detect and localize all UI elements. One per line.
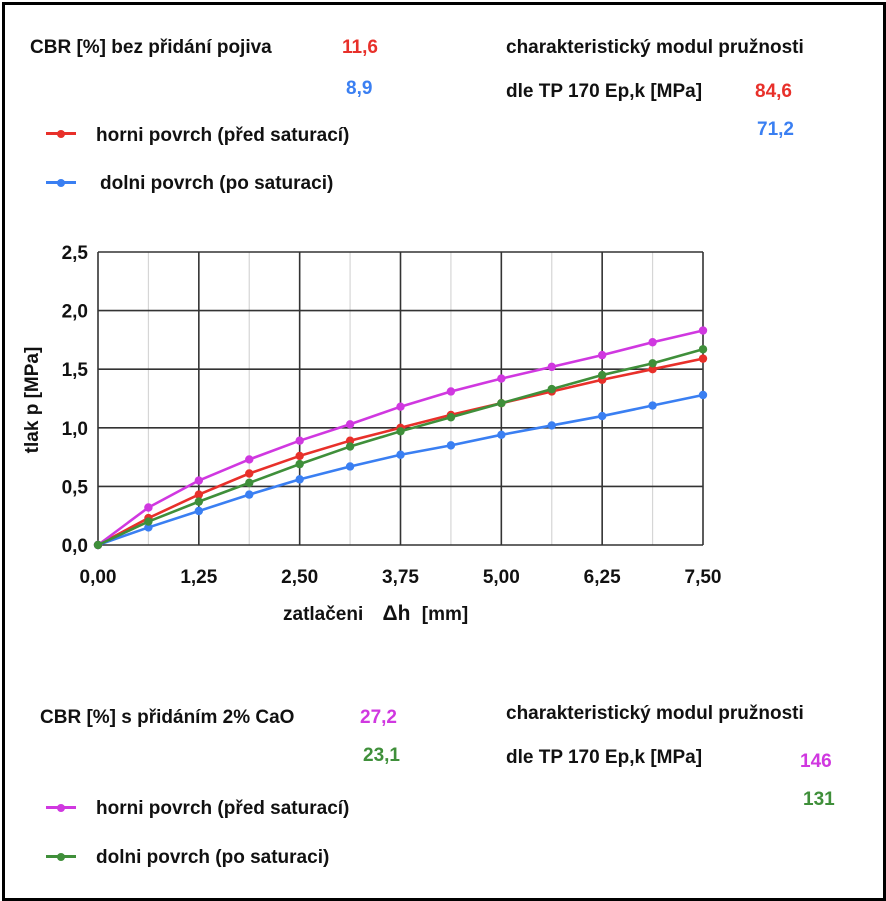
x-tick-label: 0,00 [80, 567, 117, 588]
cbr-label-top: CBR [%] bez přidání pojiva [30, 37, 272, 58]
y-tick-label: 0,0 [62, 536, 88, 557]
series-3-point [597, 370, 607, 380]
modul-label-bottom-line1: charakteristický modul pružnosti [506, 703, 804, 724]
series-0-point [648, 365, 657, 374]
series-1-point [597, 411, 607, 421]
series-2-point [194, 476, 204, 485]
modul-label-top-line1: charakteristický modul pružnosti [506, 37, 804, 58]
legend-label-magenta: horni povrch (před saturací) [96, 798, 350, 819]
y-axis-label: tlak p [MPa] [22, 347, 43, 454]
modul-value-bottom-green: 131 [803, 789, 835, 810]
cbr-value-bottom-magenta: 27,2 [360, 707, 397, 728]
legend-label-red: horni povrch (před saturací) [96, 125, 350, 146]
series-3-point [194, 497, 204, 506]
y-tick-label: 1,5 [62, 360, 89, 381]
series-3-point [446, 413, 456, 422]
chart-ticks: 0,00 1,25 2,50 3,75 5,00 6,25 7,50 0,0 0,5 1,0 1,5… [62, 243, 722, 588]
series-3-point [396, 427, 405, 436]
legend-label-green: dolni povrch (po saturaci) [96, 847, 330, 868]
series-3-point [648, 359, 657, 368]
series-2-point [245, 455, 254, 464]
series-3-point [698, 345, 708, 354]
series-2-point [446, 387, 456, 396]
series-1-point [446, 441, 456, 450]
series-2-point [396, 402, 405, 411]
cbr-value-bottom-green: 23,1 [363, 745, 400, 766]
modul-label-bottom-line2: dle TP 170 Ep,k [MPa] [506, 747, 703, 768]
x-tick-label: 7,50 [685, 567, 722, 588]
y-tick-label: 1,0 [62, 419, 88, 440]
cbr-value-top-red: 11,6 [342, 37, 378, 58]
series-3-point [497, 398, 506, 408]
series-2-point [547, 362, 556, 372]
series-1-point [295, 475, 304, 484]
series-2-point [144, 503, 153, 512]
series-2-point [698, 326, 708, 335]
legend-label-blue: dolni povrch (po saturaci) [100, 173, 334, 194]
x-tick-label: 6,25 [584, 567, 621, 588]
legend-marker-magenta [57, 804, 65, 812]
x-tick-label: 3,75 [382, 567, 419, 588]
series-1-point [345, 462, 355, 471]
series-1-point [245, 490, 254, 499]
chart-series [93, 326, 708, 550]
x-tick-label: 2,50 [281, 567, 318, 588]
legend-marker-green [57, 853, 65, 861]
x-tick-label: 1,25 [180, 567, 217, 588]
series-2-point [345, 420, 355, 429]
x-axis-label-unit: [mm] [422, 604, 468, 625]
x-axis-label-symbol: Δh [383, 602, 411, 625]
y-tick-label: 2,5 [62, 243, 89, 264]
series-2-point [295, 436, 304, 445]
series-1-point [497, 430, 506, 440]
series-3-point [245, 478, 254, 488]
y-tick-label: 0,5 [62, 477, 89, 498]
series-3-point [93, 540, 103, 550]
legend-marker-blue [57, 179, 65, 187]
series-1-point [698, 390, 708, 400]
series-1-point [144, 523, 153, 532]
legend-marker-red [57, 130, 65, 138]
series-3-point [144, 517, 153, 526]
series-1-point [194, 506, 204, 516]
chart-grid [97, 251, 704, 546]
series-3-point [547, 384, 556, 394]
x-axis-label-prefix: zatlačeni [283, 604, 363, 625]
modul-label-top-line2: dle TP 170 Ep,k [MPa] [506, 81, 703, 102]
x-axis-label: zatlačeni Δh [mm] [283, 602, 468, 625]
x-tick-label: 5,00 [483, 567, 520, 588]
series-0-point [345, 436, 355, 445]
series-0-point [194, 490, 204, 499]
series-1-point [648, 401, 657, 410]
y-tick-label: 2,0 [62, 302, 88, 323]
cbr-value-top-blue: 8,9 [346, 78, 373, 99]
modul-value-bottom-magenta: 146 [800, 751, 832, 772]
modul-value-top-red: 84,6 [755, 81, 792, 102]
series-1-point [396, 450, 405, 459]
modul-value-top-blue: 71,2 [757, 119, 794, 140]
series-0-point [245, 469, 254, 478]
series-2-point [497, 374, 506, 383]
cbr-label-bottom: CBR [%] s přidáním 2% CaO [40, 707, 295, 728]
series-3-point [295, 459, 304, 469]
series-0-point [295, 451, 304, 461]
series-1-point [547, 421, 556, 430]
series-2-point [597, 350, 607, 360]
series-3-point [345, 442, 355, 451]
series-0-point [698, 354, 708, 363]
series-2-point [648, 338, 657, 347]
